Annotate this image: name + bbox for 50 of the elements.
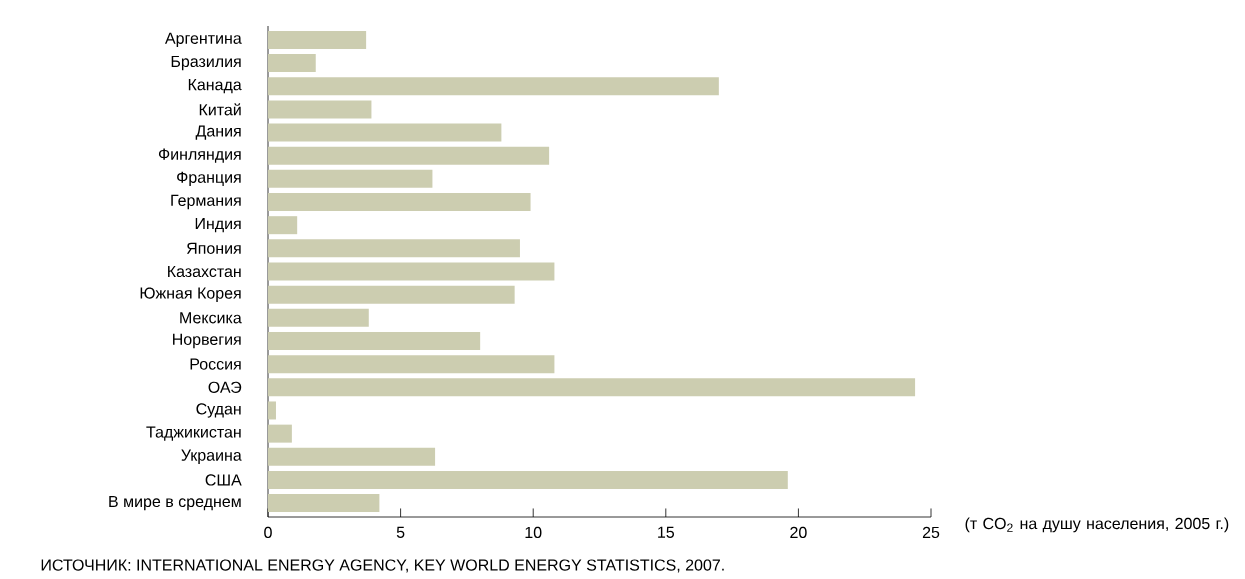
bar: [268, 285, 515, 304]
y-tick-label: Судан: [196, 403, 241, 418]
y-tick-label: Канада: [188, 79, 242, 94]
bar: [268, 30, 367, 49]
y-tick-label: Южная Корея: [140, 287, 241, 302]
x-tick-label: 5: [396, 526, 405, 538]
bar: [268, 447, 436, 466]
bar: [268, 169, 433, 188]
y-tick-label: Украина: [181, 449, 242, 464]
x-tick-label: 20: [790, 526, 807, 539]
y-tick-label: Казахстан: [168, 265, 241, 278]
x-tick-label: 15: [658, 526, 675, 538]
y-tick-label: Норвегия: [173, 333, 241, 349]
y-tick-label: Россия: [190, 358, 241, 370]
bar: [268, 54, 316, 73]
bar: [268, 193, 531, 212]
bar: [268, 216, 298, 235]
bar: [268, 77, 719, 96]
y-tick-label: Китай: [199, 103, 241, 116]
y-tick-label: ОАЭ: [208, 381, 242, 393]
x-axis-title: (т CO$_{2}$ на душу населения, 2005 г.): [965, 517, 1229, 533]
bar: [268, 146, 550, 165]
bar: [268, 262, 555, 281]
bar: [268, 239, 520, 258]
y-tick-label: Аргентина: [164, 32, 242, 48]
y-tick-label: США: [205, 474, 242, 486]
x-tick-label: 25: [922, 526, 940, 539]
bar: [268, 494, 380, 513]
y-tick-label: В мире в среднем: [109, 495, 241, 511]
y-tick-label: Финляндия: [158, 148, 241, 163]
text: ИСТОЧНИК: INTERNATIONAL ENERGY AGENCY, KEY WORLD ENERGY STATISTICS, 2007.: [41, 559, 724, 573]
y-tick-label: Таджикистан: [146, 426, 241, 441]
y-tick-label: Индия: [195, 218, 241, 233]
bar: [268, 378, 916, 397]
bar: [268, 470, 788, 489]
x-tick-label: 10: [525, 526, 542, 539]
y-tick-label: Бразилия: [171, 55, 241, 71]
y-tick-label: Мексика: [180, 312, 242, 324]
y-tick-label: Германия: [171, 194, 241, 210]
bar: [268, 355, 555, 374]
y-tick-label: Дания: [195, 125, 241, 140]
bar: [268, 308, 369, 327]
bar: [268, 331, 481, 350]
bar: [268, 401, 276, 420]
bar: [268, 123, 502, 142]
bar: [268, 100, 372, 119]
y-tick-label: Франция: [177, 171, 241, 187]
y-tick-label: Япония: [186, 242, 241, 254]
x-tick-label: 0: [264, 526, 272, 539]
bar: [268, 424, 292, 443]
